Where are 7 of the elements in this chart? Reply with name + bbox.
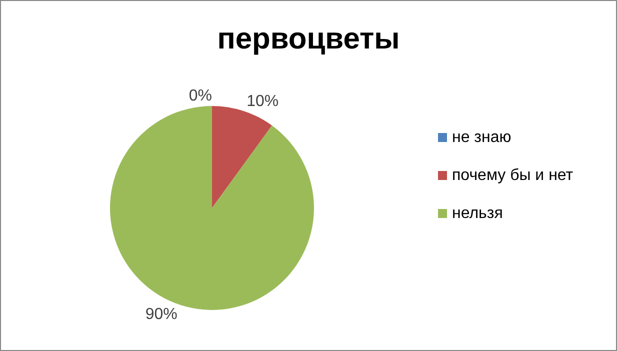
data-label: 90% xyxy=(145,306,178,324)
data-label: 10% xyxy=(246,92,279,110)
legend-label: не знаю xyxy=(452,129,512,146)
legend-label: почему бы и нет xyxy=(452,167,574,184)
text: 0% xyxy=(188,88,212,104)
legend-label: нельзя xyxy=(452,205,503,222)
chart-title: первоцветы xyxy=(217,22,400,56)
